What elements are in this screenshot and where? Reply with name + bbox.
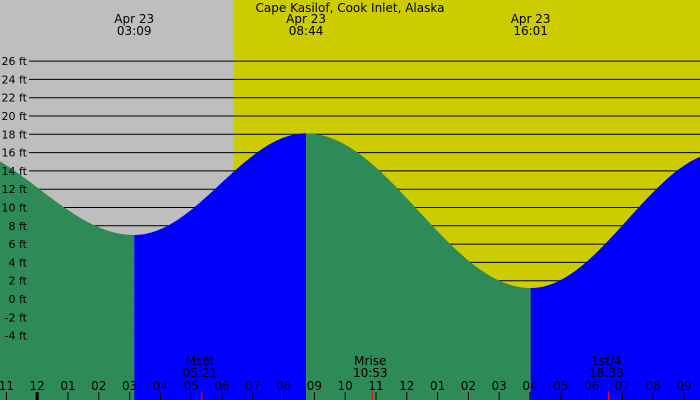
x-hour-label: 10	[338, 379, 353, 393]
x-hour-label: 08	[276, 379, 291, 393]
y-tick-label: 4 ft	[9, 256, 28, 269]
x-hour-label: 04	[522, 379, 537, 393]
x-hour-label: 06	[584, 379, 599, 393]
x-hour-label: 12	[30, 379, 45, 393]
moon-event-label: Mset	[186, 354, 215, 368]
y-tick-label: 24 ft	[2, 73, 28, 86]
y-tick-label: 16 ft	[2, 147, 28, 160]
x-hour-label: 11	[0, 379, 14, 393]
x-hour-label: 01	[60, 379, 75, 393]
y-tick-label: 26 ft	[2, 55, 28, 68]
moon-event-label: Mrise	[354, 354, 386, 368]
y-tick-label: 0 ft	[9, 293, 28, 306]
chart-title: Cape Kasilof, Cook Inlet, Alaska	[256, 1, 445, 15]
y-tick-label: 18 ft	[2, 128, 28, 141]
x-hour-label: 11	[368, 379, 383, 393]
x-hour-label: 05	[553, 379, 568, 393]
x-hour-label: 02	[91, 379, 106, 393]
x-hour-label: 01	[430, 379, 445, 393]
y-tick-label: 10 ft	[2, 202, 28, 215]
x-hour-label: 12	[399, 379, 414, 393]
x-hour-label: 07	[615, 379, 630, 393]
x-hour-label: 04	[153, 379, 168, 393]
moon-event-time: 10:53	[353, 366, 388, 380]
tide-date-label: Apr 23	[114, 12, 154, 26]
y-tick-label: -4 ft	[5, 330, 28, 343]
tide-date-label: Apr 23	[286, 12, 326, 26]
tide-time-label: 03:09	[117, 24, 152, 38]
x-hour-label: 03	[492, 379, 507, 393]
tide-date-label: Apr 23	[511, 12, 551, 26]
y-tick-label: 6 ft	[9, 238, 28, 251]
moon-event-time: 05:21	[183, 366, 218, 380]
rising-tide-area	[134, 133, 307, 400]
moon-event-time: 18:33	[589, 366, 624, 380]
tide-time-label: 16:01	[513, 24, 548, 38]
y-tick-label: 22 ft	[2, 92, 28, 105]
x-hour-label: 07	[245, 379, 260, 393]
moon-event-label: 1st/4	[591, 354, 621, 368]
rising-tide-area	[530, 156, 700, 400]
y-tick-label: 20 ft	[2, 110, 28, 123]
falling-tide-area	[0, 161, 135, 400]
x-hour-label: 08	[646, 379, 661, 393]
y-tick-label: 14 ft	[2, 165, 28, 178]
x-hour-label: 09	[676, 379, 691, 393]
tide-time-label: 08:44	[289, 24, 324, 38]
x-hour-label: 05	[184, 379, 199, 393]
x-hour-label: 06	[214, 379, 229, 393]
y-tick-label: 2 ft	[9, 275, 28, 288]
y-tick-label: 8 ft	[9, 220, 28, 233]
y-tick-label: -2 ft	[5, 311, 28, 324]
x-hour-label: 02	[461, 379, 476, 393]
falling-tide-area	[306, 133, 531, 400]
y-tick-label: 12 ft	[2, 183, 28, 196]
x-hour-label: 03	[122, 379, 137, 393]
x-hour-label: 09	[307, 379, 322, 393]
